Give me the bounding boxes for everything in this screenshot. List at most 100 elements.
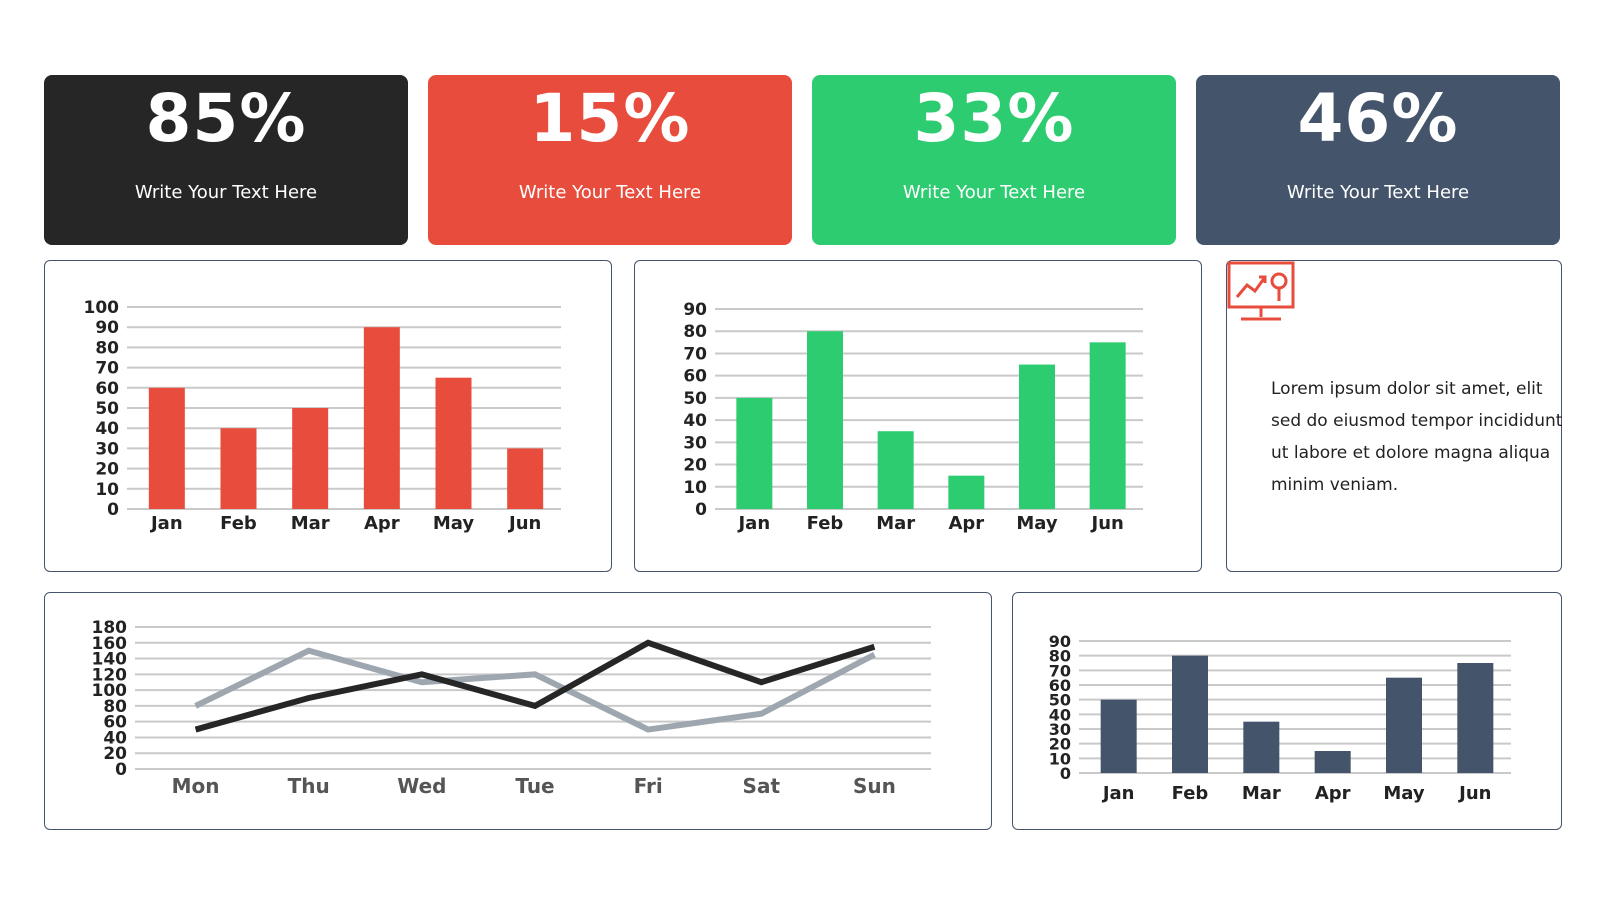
x-tick-label: Feb	[220, 513, 257, 534]
y-tick-label: 30	[1049, 720, 1071, 739]
y-tick-label: 90	[683, 300, 707, 320]
bar	[1386, 677, 1422, 773]
x-tick-label: Jan	[736, 513, 770, 534]
y-tick-label: 30	[95, 439, 119, 459]
x-tick-label: Mar	[876, 513, 915, 534]
line-chart-panel: 0 20 40 60 80 100 120 140 160 180 Mon Thu Wed Tue Fri S…	[44, 592, 992, 830]
y-tick-label: 20	[95, 460, 119, 480]
bar	[1457, 663, 1494, 773]
y-tick-label: 120	[92, 665, 128, 685]
x-tick-label: May	[433, 513, 475, 534]
x-tick-label: Jun	[1090, 513, 1124, 534]
bar	[1100, 699, 1137, 773]
y-tick-label: 20	[1049, 735, 1071, 754]
stat-card-3: 33% Write Your Text Here	[812, 75, 1176, 245]
stat-value: 85%	[145, 80, 307, 157]
stat-value: 15%	[529, 80, 691, 157]
y-tick-label: 60	[103, 713, 127, 733]
y-tick-label: 160	[92, 634, 128, 654]
x-tick-label: Mar	[291, 513, 330, 534]
y-tick-label: 140	[92, 650, 128, 670]
bar	[363, 327, 400, 509]
x-tick-label: Apr	[364, 513, 400, 534]
series-line	[194, 639, 876, 733]
x-tick-label: Sat	[743, 774, 781, 798]
x-tick-label: Feb	[1172, 783, 1209, 804]
y-tick-label: 40	[95, 419, 119, 439]
bar	[507, 448, 544, 509]
y-tick-label: 30	[683, 433, 707, 453]
bar	[292, 408, 329, 509]
y-tick-label: 40	[103, 728, 127, 748]
y-tick-label: 20	[103, 744, 127, 764]
y-tick-label: 90	[95, 318, 119, 338]
stat-card-1: 85% Write Your Text Here	[44, 75, 408, 245]
stat-label: Write Your Text Here	[902, 181, 1086, 203]
x-tick-label: May	[1016, 513, 1058, 534]
x-tick-label: Apr	[1315, 783, 1351, 804]
bar-chart-red-panel: 0 10 20 30 40 50 60 70 80 90 100 Jan Feb Mar Apr May Jun	[44, 260, 612, 572]
x-tick-label: Fri	[634, 774, 663, 798]
y-tick-label: 50	[683, 389, 707, 409]
x-tick-label: Jun	[507, 513, 541, 534]
y-tick-label: 80	[103, 697, 127, 717]
y-tick-label: 10	[1049, 749, 1071, 768]
x-tick-label: May	[1383, 783, 1425, 804]
y-tick-label: 80	[1049, 647, 1071, 666]
bar	[220, 428, 257, 509]
bar	[1243, 721, 1280, 773]
presentation-chart-icon	[1227, 261, 1295, 321]
y-tick-label: 70	[95, 359, 119, 379]
x-tick-label: Jan	[1101, 783, 1135, 804]
y-tick-label: 50	[1049, 691, 1071, 710]
x-tick-label: Mon	[172, 774, 220, 798]
y-tick-label: 40	[683, 411, 707, 431]
y-tick-label: 100	[92, 681, 128, 701]
stat-card-2: 15% Write Your Text Here	[428, 75, 792, 245]
x-tick-label: Tue	[515, 774, 554, 798]
y-tick-label: 180	[92, 618, 128, 638]
y-tick-label: 10	[95, 480, 119, 500]
y-tick-label: 0	[115, 760, 127, 780]
bar	[148, 387, 185, 509]
x-tick-label: Apr	[948, 513, 984, 534]
bar	[807, 331, 843, 509]
bar	[1089, 342, 1126, 509]
bar-chart-green-panel: 0 10 20 30 40 50 60 70 80 90 Jan Feb Mar Apr May Jun	[634, 260, 1202, 572]
bar	[736, 397, 773, 509]
info-text: Lorem ipsum dolor sit amet, elit sed do …	[1271, 379, 1563, 495]
y-tick-label: 80	[683, 322, 707, 342]
y-tick-label: 60	[683, 367, 707, 387]
stat-label: Write Your Text Here	[134, 181, 318, 203]
bar	[1019, 364, 1055, 509]
x-tick-label: Thu	[288, 774, 330, 798]
bar	[877, 431, 914, 509]
y-tick-label: 0	[695, 500, 707, 520]
x-tick-label: Wed	[397, 774, 446, 798]
stat-card-4: 46% Write Your Text Here	[1196, 75, 1560, 245]
info-panel: Lorem ipsum dolor sit amet, elit sed do …	[1226, 260, 1562, 572]
x-tick-label: Feb	[807, 513, 844, 534]
bar	[948, 475, 985, 509]
series-line	[194, 647, 876, 733]
x-tick-label: Jun	[1457, 783, 1491, 804]
y-tick-label: 60	[1049, 676, 1071, 695]
y-tick-label: 10	[683, 478, 707, 498]
y-tick-label: 70	[1049, 661, 1071, 680]
x-tick-label: Jan	[149, 513, 183, 534]
stat-value: 33%	[913, 80, 1075, 157]
bar-chart-navy-panel: 0 10 20 30 40 50 60 70 80 90 Jan Feb Mar Apr May Jun	[1012, 592, 1562, 830]
y-tick-label: 0	[1060, 764, 1071, 783]
x-tick-label: Sun	[853, 774, 896, 798]
y-tick-label: 80	[95, 338, 119, 358]
x-tick-label: Mar	[1242, 783, 1281, 804]
stat-value: 46%	[1297, 80, 1459, 157]
stat-label: Write Your Text Here	[1286, 181, 1470, 203]
y-tick-label: 100	[84, 298, 120, 318]
y-tick-label: 90	[1049, 632, 1071, 651]
stat-label: Write Your Text Here	[518, 181, 702, 203]
